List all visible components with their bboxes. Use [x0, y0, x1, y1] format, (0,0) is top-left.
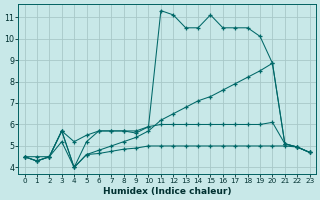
X-axis label: Humidex (Indice chaleur): Humidex (Indice chaleur) [103, 187, 231, 196]
